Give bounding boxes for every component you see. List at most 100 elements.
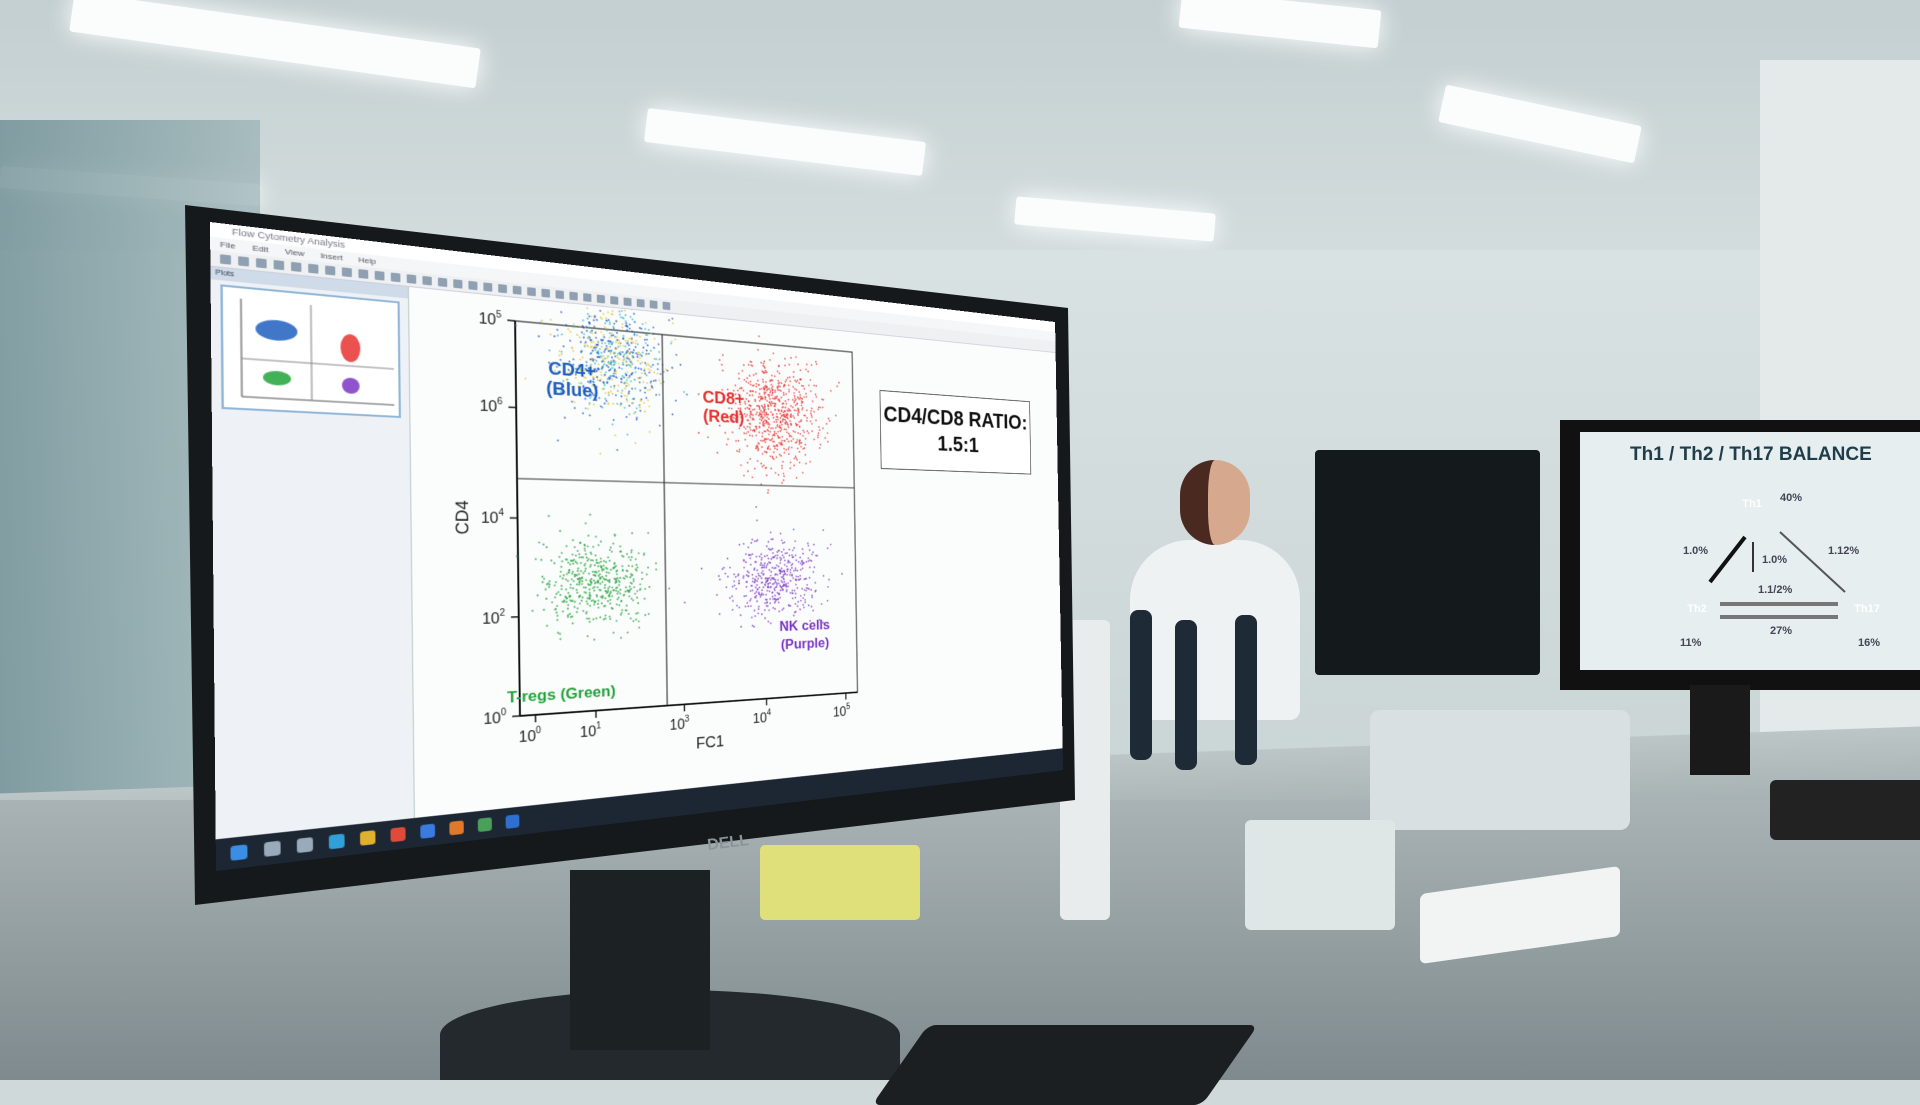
- event-point: [779, 557, 781, 559]
- event-point: [732, 431, 734, 433]
- event-point: [769, 359, 771, 361]
- toolbar-button[interactable]: [342, 267, 352, 277]
- event-point: [612, 310, 614, 312]
- event-point: [763, 363, 765, 365]
- event-point: [788, 549, 790, 551]
- y-tick-label: 102: [482, 607, 506, 628]
- event-point: [549, 580, 551, 582]
- event-point: [587, 535, 589, 537]
- keyboard[interactable]: [872, 1025, 1258, 1105]
- toolbar-button[interactable]: [407, 274, 417, 284]
- toolbar-button[interactable]: [256, 258, 267, 268]
- toolbar-button[interactable]: [541, 289, 550, 298]
- taskbar-app-icon[interactable]: [230, 844, 247, 861]
- event-point: [799, 394, 801, 396]
- taskbar-app-icon[interactable]: [264, 841, 281, 857]
- event-point: [784, 560, 786, 562]
- toolbar-button[interactable]: [358, 269, 368, 279]
- event-point: [778, 566, 780, 568]
- toolbar-button[interactable]: [375, 271, 385, 281]
- event-point: [772, 552, 774, 554]
- event-point: [798, 411, 800, 413]
- event-point: [750, 605, 752, 607]
- event-point: [783, 581, 785, 583]
- event-point: [811, 423, 813, 425]
- toolbar-button[interactable]: [597, 295, 605, 304]
- event-point: [751, 539, 753, 541]
- event-point: [731, 595, 733, 597]
- toolbar-button[interactable]: [555, 290, 563, 299]
- toolbar-button[interactable]: [391, 273, 401, 283]
- toolbar-button[interactable]: [663, 302, 671, 311]
- event-point: [761, 572, 763, 574]
- event-point: [655, 562, 657, 564]
- toolbar-button[interactable]: [650, 300, 658, 309]
- menu-insert[interactable]: Insert: [320, 251, 342, 262]
- toolbar-button[interactable]: [498, 284, 507, 293]
- toolbar-button[interactable]: [610, 296, 618, 305]
- toolbar-button[interactable]: [274, 260, 285, 270]
- taskbar-app-icon[interactable]: [297, 837, 313, 853]
- event-point: [747, 407, 749, 409]
- taskbar-app-icon[interactable]: [506, 814, 520, 829]
- event-point: [735, 576, 737, 578]
- event-point: [735, 588, 737, 590]
- event-point: [634, 379, 636, 381]
- toolbar-button[interactable]: [308, 264, 318, 274]
- menu-view[interactable]: View: [285, 247, 305, 258]
- toolbar-button[interactable]: [438, 278, 447, 288]
- menu-help[interactable]: Help: [358, 255, 376, 266]
- event-point: [804, 589, 806, 591]
- taskbar-app-icon[interactable]: [360, 830, 375, 846]
- event-point: [755, 506, 757, 508]
- event-point: [758, 443, 760, 445]
- event-point: [603, 313, 605, 315]
- event-point: [551, 601, 553, 603]
- toolbar-button[interactable]: [513, 286, 522, 295]
- event-point: [564, 417, 566, 419]
- event-point: [792, 590, 794, 592]
- event-point: [786, 412, 788, 414]
- event-point: [593, 580, 595, 582]
- taskbar-app-icon[interactable]: [449, 820, 463, 835]
- event-point: [808, 545, 810, 547]
- event-point: [751, 413, 753, 415]
- event-point: [780, 390, 782, 392]
- plot-thumbnail[interactable]: [220, 284, 401, 418]
- event-point: [583, 333, 585, 335]
- toolbar-button[interactable]: [468, 281, 477, 290]
- thumb-population: [255, 318, 297, 342]
- toolbar-button[interactable]: [483, 282, 492, 291]
- toolbar-button[interactable]: [291, 262, 301, 272]
- toolbar-button[interactable]: [422, 276, 431, 286]
- menu-edit[interactable]: Edit: [252, 243, 268, 254]
- event-point: [811, 416, 813, 418]
- taskbar-app-icon[interactable]: [478, 817, 492, 832]
- event-point: [609, 599, 611, 601]
- event-point: [791, 440, 793, 442]
- event-point: [758, 396, 760, 398]
- taskbar-app-icon[interactable]: [391, 827, 406, 842]
- taskbar-app-icon[interactable]: [420, 824, 435, 839]
- toolbar-button[interactable]: [624, 297, 632, 306]
- toolbar-button[interactable]: [453, 279, 462, 288]
- event-point: [570, 584, 572, 586]
- population-label: (Red): [703, 406, 745, 428]
- toolbar-button[interactable]: [637, 299, 645, 308]
- toolbar-button[interactable]: [238, 256, 249, 266]
- taskbar-app-icon[interactable]: [329, 834, 345, 850]
- event-point: [644, 339, 646, 341]
- event-point: [605, 561, 607, 563]
- toolbar-button[interactable]: [583, 293, 591, 302]
- toolbar-button[interactable]: [325, 265, 335, 275]
- event-point: [768, 561, 770, 563]
- event-point: [608, 343, 610, 345]
- event-point: [594, 349, 596, 351]
- toolbar-button[interactable]: [527, 287, 536, 296]
- toolbar-button[interactable]: [569, 292, 577, 301]
- event-point: [768, 569, 770, 571]
- toolbar-button[interactable]: [220, 254, 231, 264]
- event-point: [779, 425, 781, 427]
- event-point: [554, 596, 556, 598]
- menu-file[interactable]: File: [220, 240, 236, 251]
